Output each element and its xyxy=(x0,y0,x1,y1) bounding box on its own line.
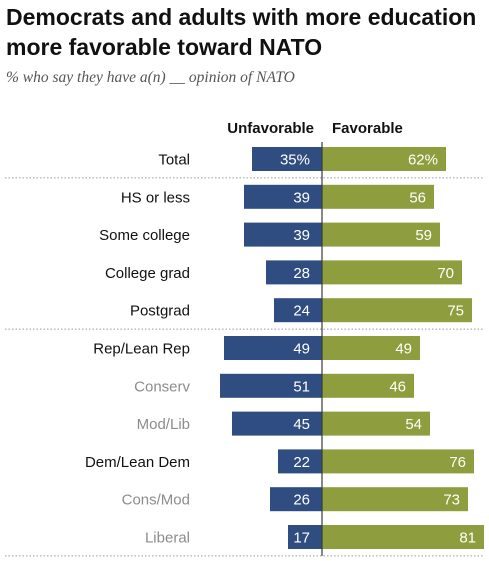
value-label-unfavorable: 45 xyxy=(293,416,310,433)
value-label-favorable: 62% xyxy=(408,152,438,169)
group-dividers xyxy=(5,177,484,557)
value-label-unfavorable: 51 xyxy=(293,378,310,395)
value-label-unfavorable: 26 xyxy=(293,492,310,509)
value-label-unfavorable: 28 xyxy=(293,265,310,282)
value-label-favorable: 75 xyxy=(447,303,464,320)
bars: 35% 62% 39 56 39 59 28 70 24 75 49 49 51 46 45 54 22 76 26… xyxy=(220,147,484,549)
chart-title: Democrats and adults with more education… xyxy=(6,4,477,60)
value-label-unfavorable: 49 xyxy=(293,341,310,358)
legend: Unfavorable Favorable xyxy=(227,120,403,137)
value-label-favorable: 70 xyxy=(437,265,454,282)
category-label: Some college xyxy=(99,227,190,244)
value-label-favorable: 73 xyxy=(443,492,460,509)
bar-unfavorable xyxy=(244,222,322,247)
value-label-unfavorable: 24 xyxy=(293,303,310,320)
bar-favorable xyxy=(322,487,468,512)
bar-unfavorable xyxy=(244,184,322,209)
bar-favorable xyxy=(322,373,414,398)
bar-favorable xyxy=(322,411,430,436)
chart-subtitle: % who say they have a(n) __ opinion of N… xyxy=(6,69,295,86)
legend-unfavorable: Unfavorable xyxy=(227,120,314,137)
category-label: HS or less xyxy=(121,189,190,206)
bar-unfavorable xyxy=(274,298,322,323)
value-label-unfavorable: 17 xyxy=(293,530,310,547)
legend-favorable: Favorable xyxy=(332,120,403,137)
value-label-favorable: 46 xyxy=(389,378,406,395)
category-label: Cons/Mod xyxy=(122,492,190,509)
bar-unfavorable xyxy=(224,336,322,360)
bar-favorable xyxy=(322,147,446,171)
bar-unfavorable xyxy=(278,449,322,474)
value-label-favorable: 81 xyxy=(459,530,476,547)
bar-unfavorable xyxy=(252,147,322,171)
category-labels: Total HS or less Some college College grad P… xyxy=(85,152,191,547)
category-label: Postgrad xyxy=(130,303,190,320)
value-label-favorable: 49 xyxy=(395,341,412,358)
value-label-favorable: 59 xyxy=(415,227,432,244)
bar-unfavorable xyxy=(220,373,322,398)
bar-favorable xyxy=(322,184,434,209)
bar-unfavorable xyxy=(232,411,322,436)
category-label: Total xyxy=(158,152,190,169)
value-label-favorable: 76 xyxy=(449,454,466,471)
value-label-favorable: 56 xyxy=(409,189,426,206)
category-label: Conserv xyxy=(134,378,190,395)
bar-unfavorable xyxy=(288,525,322,549)
bar-favorable xyxy=(322,336,420,360)
value-label-unfavorable: 39 xyxy=(293,227,310,244)
value-label-favorable: 54 xyxy=(405,416,422,433)
category-label: Mod/Lib xyxy=(137,416,190,433)
bar-favorable xyxy=(322,222,440,247)
category-label: Rep/Lean Rep xyxy=(93,341,190,358)
bar-unfavorable xyxy=(266,260,322,285)
bar-favorable xyxy=(322,449,474,474)
value-label-unfavorable: 22 xyxy=(293,454,310,471)
bar-favorable xyxy=(322,260,462,285)
category-label: College grad xyxy=(105,265,190,282)
bar-unfavorable xyxy=(270,487,322,512)
value-label-unfavorable: 39 xyxy=(293,189,310,206)
value-label-unfavorable: 35% xyxy=(280,152,310,169)
bar-favorable xyxy=(322,525,484,549)
bar-favorable xyxy=(322,298,472,323)
category-label: Liberal xyxy=(145,530,190,547)
category-label: Dem/Lean Dem xyxy=(85,454,190,471)
